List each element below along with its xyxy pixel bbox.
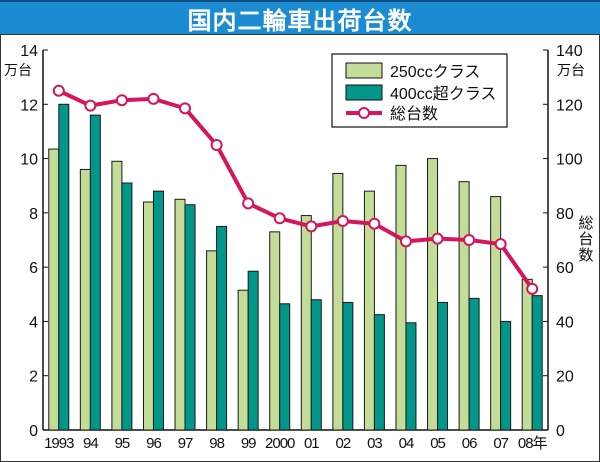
left-tick-label: 2: [29, 369, 38, 386]
chart-title: 国内二輪車出荷台数: [187, 6, 413, 35]
bar-250cc-94: [79, 168, 91, 431]
bar-400cc-07: [500, 320, 512, 431]
left-axis-unit: 万台: [4, 62, 32, 78]
left-tick-label: 6: [29, 260, 38, 277]
bar-400cc-03: [373, 314, 385, 431]
legend-swatch-total-marker: [358, 107, 370, 119]
right-tick-label: 20: [556, 369, 574, 386]
bar-400cc-95: [121, 182, 133, 431]
left-tick-label: 8: [29, 206, 38, 223]
right-axis-unit: 万台: [557, 62, 585, 78]
bar-250cc-1993: [48, 148, 60, 431]
total-point-2000: [273, 212, 286, 225]
bar-250cc-96: [142, 201, 154, 431]
legend-label-total: 総台数: [390, 105, 438, 123]
x-tick-label: 01: [304, 435, 319, 452]
bar-400cc-06: [468, 297, 480, 431]
total-point-97: [179, 102, 192, 115]
total-point-96: [147, 92, 160, 105]
total-line: [57, 88, 534, 291]
legend-swatch-250cc: [345, 62, 383, 79]
bar-400cc-05: [437, 301, 449, 431]
right-axis-label: 総台数: [577, 215, 594, 263]
total-point-98: [210, 139, 223, 151]
left-tick-label: 14: [20, 43, 38, 60]
total-point-95: [115, 94, 128, 107]
bar-400cc-97: [184, 204, 196, 431]
x-tick-label: 07: [493, 435, 508, 452]
left-tick-label: 4: [29, 314, 38, 331]
left-tick-label: 10: [20, 152, 38, 169]
bar-250cc-03: [363, 190, 375, 431]
total-point-07: [494, 238, 507, 251]
bar-250cc-06: [458, 181, 470, 431]
x-tick-label: 97: [178, 435, 193, 452]
x-tick-label: 98: [209, 435, 224, 452]
bar-400cc-1993: [58, 103, 70, 431]
right-tick-label: 120: [556, 97, 583, 114]
x-tick-label: 99: [241, 435, 256, 452]
x-tick-label: 96: [146, 435, 161, 452]
legend-label-250cc: 250ccクラス: [390, 63, 480, 81]
x-tick-label: 04: [399, 435, 414, 452]
bar-400cc-99: [247, 270, 259, 431]
total-point-05: [431, 232, 444, 245]
total-point-01: [305, 220, 318, 233]
chart-title-bar: 国内二輪車出荷台数: [0, 0, 600, 35]
right-tick-label: 80: [556, 206, 574, 223]
x-tick-label: 1993: [44, 435, 74, 452]
bar-400cc-96: [152, 190, 164, 431]
total-point-1993: [52, 84, 65, 97]
bar-250cc-04: [395, 164, 407, 431]
x-tick-label: 95: [115, 435, 130, 452]
left-tick-label: 12: [20, 97, 38, 114]
bar-250cc-2000: [269, 231, 281, 431]
total-point-99: [242, 197, 255, 210]
x-tick-label: 94: [83, 435, 98, 452]
bar-250cc-08年: [521, 278, 533, 431]
left-tick-label: 0: [29, 423, 38, 440]
x-tick-label: 03: [367, 435, 382, 452]
right-tick-label: 40: [556, 314, 574, 331]
bar-250cc-95: [111, 160, 123, 431]
x-tick-label: 02: [336, 435, 351, 452]
bar-250cc-98: [206, 250, 218, 431]
bar-400cc-94: [89, 114, 101, 431]
total-point-03: [368, 217, 381, 230]
bar-400cc-98: [216, 225, 228, 431]
total-point-02: [336, 215, 349, 227]
total-point-06: [463, 234, 476, 246]
bar-250cc-05: [427, 158, 439, 431]
legend-swatch-400cc: [345, 84, 383, 101]
bar-250cc-07: [490, 196, 502, 431]
bar-400cc-08年: [531, 295, 543, 431]
bar-250cc-02: [332, 173, 344, 431]
bar-250cc-99: [237, 289, 249, 431]
x-tick-label: 05: [430, 435, 445, 452]
total-point-04: [399, 235, 412, 248]
bar-400cc-01: [310, 299, 322, 431]
x-tick-label: 2000: [265, 435, 295, 452]
total-point-08年: [526, 282, 539, 295]
bar-400cc-02: [342, 301, 354, 431]
total-point-94: [84, 99, 97, 112]
bar-250cc-01: [300, 215, 312, 431]
right-tick-label: 100: [556, 152, 583, 169]
bar-400cc-2000: [279, 303, 291, 431]
right-tick-label: 140: [556, 43, 583, 60]
x-tick-label: 06: [462, 435, 477, 452]
right-tick-label: 0: [556, 423, 565, 440]
right-tick-label: 60: [556, 260, 574, 277]
x-tick-label: 08年: [518, 435, 548, 452]
legend-label-400cc: 400cc超クラス: [390, 85, 496, 103]
bar-250cc-97: [174, 198, 186, 431]
bar-400cc-04: [405, 322, 417, 431]
